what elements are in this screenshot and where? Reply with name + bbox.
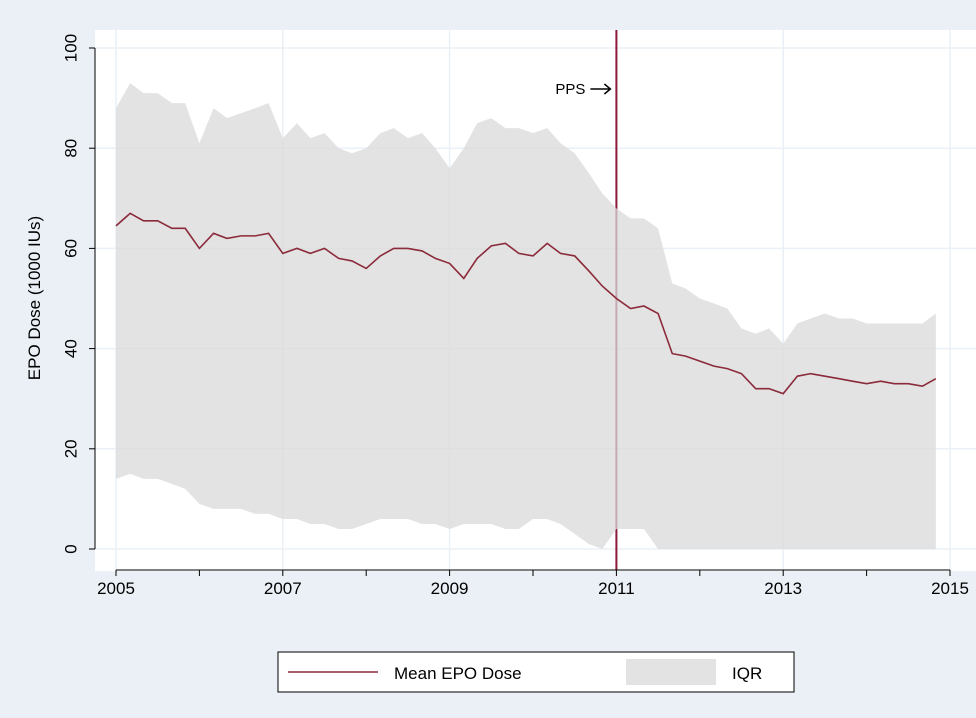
y-axis-label: EPO Dose (1000 IUs) — [25, 216, 44, 380]
x-tick-label: 2005 — [97, 579, 135, 598]
x-tick-label: 2007 — [264, 579, 302, 598]
x-tick-label: 2015 — [931, 579, 969, 598]
legend-swatch — [626, 659, 716, 685]
y-tick-label: 60 — [61, 239, 80, 258]
y-tick-label: 0 — [61, 544, 80, 553]
legend-label: Mean EPO Dose — [394, 664, 522, 683]
mean-line — [115, 212, 937, 395]
y-tick-label: 80 — [61, 139, 80, 158]
y-tick-label: 40 — [61, 339, 80, 358]
annotation-arrow — [590, 83, 612, 95]
annotation: PPS — [555, 81, 585, 98]
x-tick-label: 2011 — [598, 579, 635, 598]
iqr-band — [116, 83, 936, 549]
x-tick-label: 2013 — [764, 579, 802, 598]
legend-label: IQR — [732, 664, 762, 683]
y-tick-label: 20 — [61, 439, 80, 458]
y-tick-label: 100 — [61, 34, 80, 62]
x-tick-label: 2009 — [431, 579, 469, 598]
